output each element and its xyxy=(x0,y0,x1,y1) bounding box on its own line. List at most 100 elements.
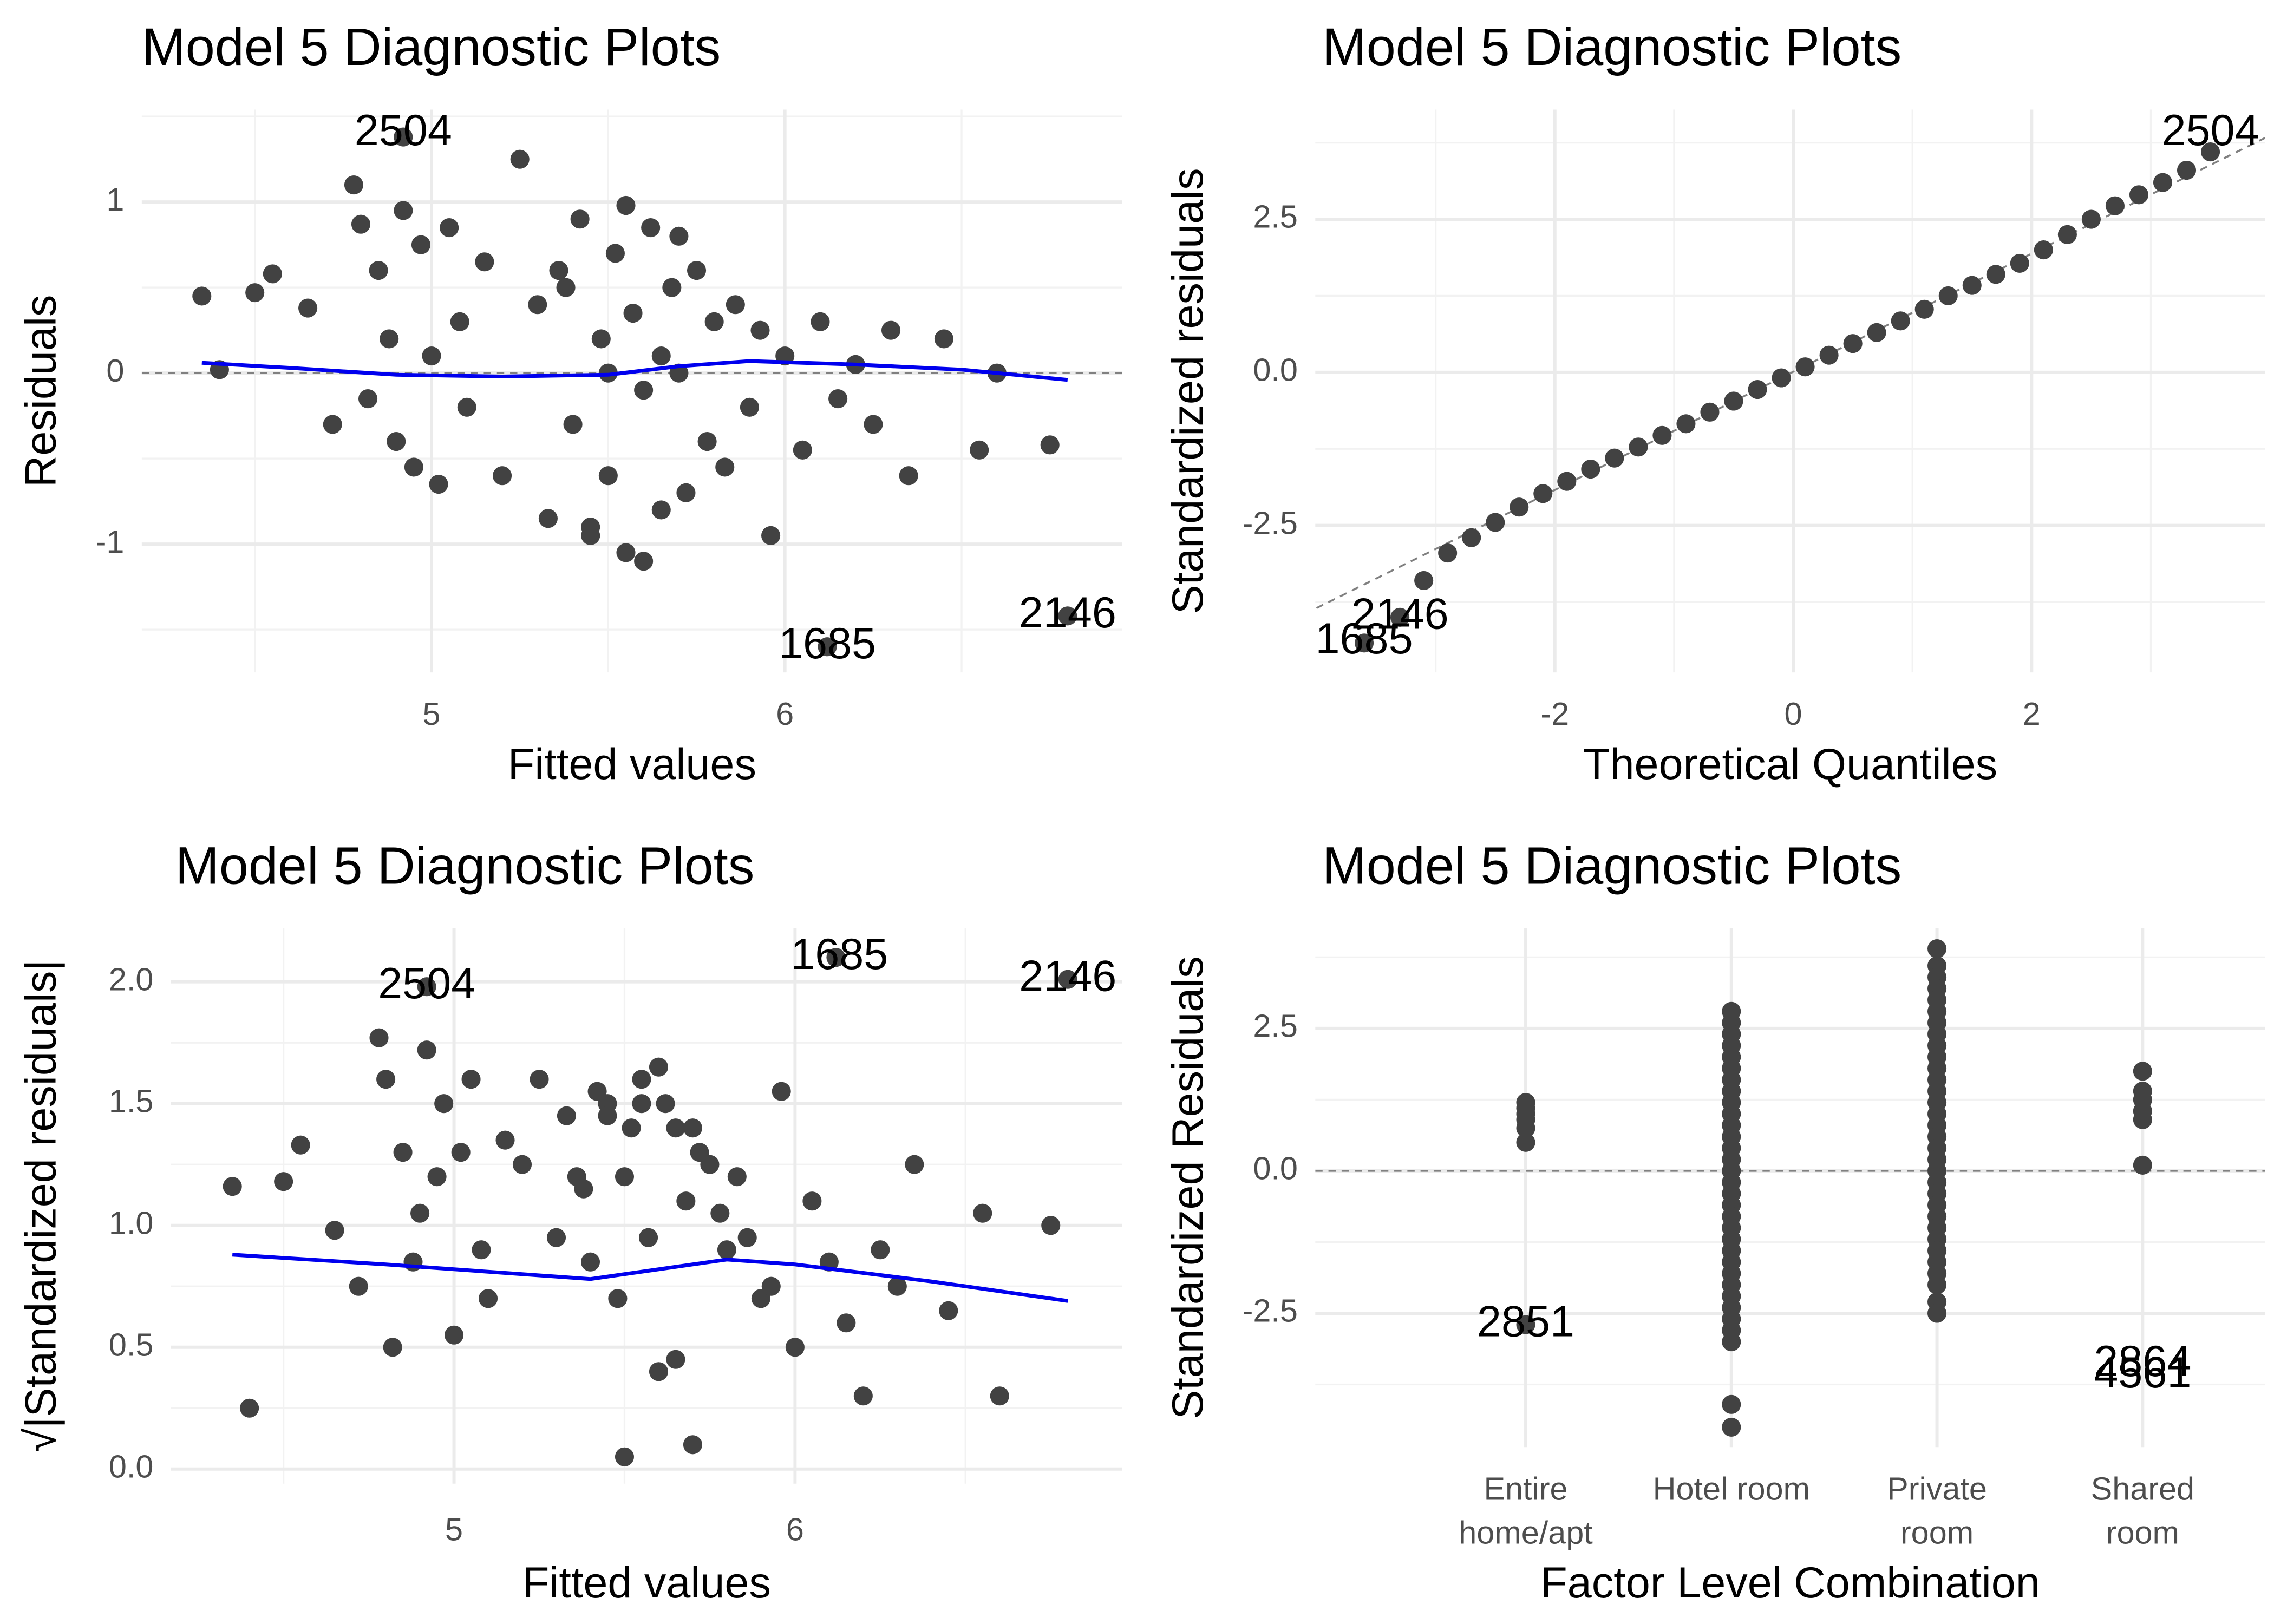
point xyxy=(417,1040,436,1060)
point xyxy=(358,389,378,409)
point xyxy=(2129,185,2149,205)
point xyxy=(475,252,494,272)
point xyxy=(574,1179,593,1199)
point-label: 2504 xyxy=(2161,106,2259,155)
point xyxy=(676,1191,696,1211)
x-axis-title: Theoretical Quantiles xyxy=(1583,740,1997,789)
point xyxy=(826,948,846,967)
point xyxy=(450,312,469,331)
point-label: 2146 xyxy=(1019,588,1116,637)
point xyxy=(1652,425,1672,445)
point xyxy=(864,415,883,434)
y-tick-label: 1.0 xyxy=(109,1204,154,1241)
point xyxy=(761,1276,781,1296)
point xyxy=(1516,1118,1535,1138)
point xyxy=(853,1386,873,1406)
y-tick-label: 2.5 xyxy=(1253,1008,1298,1044)
panel: -2.5 0.0 2.5 -2 0 2 Model 5 Diagnostic Plots Th… xyxy=(1164,17,2265,789)
point xyxy=(2105,196,2125,215)
point xyxy=(715,457,735,477)
y-tick-label: 0.0 xyxy=(109,1448,154,1484)
point xyxy=(970,440,989,460)
point xyxy=(1927,1275,1947,1294)
x-tick-label: 2 xyxy=(2023,696,2041,732)
point xyxy=(2133,1110,2152,1129)
point-label: 2851 xyxy=(1477,1297,1574,1346)
point xyxy=(656,1094,675,1114)
x-tick-label: Private room xyxy=(1887,1470,1987,1550)
x-axis-title: Factor Level Combination xyxy=(1540,1558,2040,1607)
point xyxy=(411,235,430,254)
point xyxy=(1962,276,1982,295)
point xyxy=(1914,299,1934,319)
point xyxy=(1462,528,1481,547)
point xyxy=(538,509,558,528)
point xyxy=(634,552,654,571)
point xyxy=(457,397,476,417)
y-tick-label: 1.5 xyxy=(109,1083,154,1119)
point xyxy=(934,329,953,349)
point xyxy=(1605,448,1624,468)
point xyxy=(1040,435,1060,455)
point xyxy=(512,1155,532,1174)
y-tick-label: 0.0 xyxy=(1253,1150,1298,1187)
point xyxy=(750,320,770,340)
point xyxy=(700,1155,720,1174)
x-tick-label: Hotel room xyxy=(1653,1470,1810,1507)
point xyxy=(2057,225,2077,244)
point xyxy=(717,1240,736,1260)
x-tick-label: Entire home/apt xyxy=(1459,1470,1593,1550)
point xyxy=(510,149,530,169)
point xyxy=(1355,633,1374,653)
point xyxy=(1927,1304,1947,1323)
y-axis-title: Residuals xyxy=(16,294,65,487)
x-tick-label: 0 xyxy=(1785,696,1802,732)
point xyxy=(461,1070,481,1089)
plot-area: 2504 1685 2146 xyxy=(141,106,1123,668)
y-tick-label: 0 xyxy=(106,352,124,389)
point xyxy=(651,346,671,366)
point xyxy=(2153,173,2173,192)
point xyxy=(1891,311,1910,331)
point xyxy=(351,214,371,234)
chart-title: Model 5 Diagnostic Plots xyxy=(175,836,754,895)
point xyxy=(1510,497,1529,517)
point xyxy=(662,278,682,297)
point xyxy=(1438,543,1458,563)
point xyxy=(417,977,436,997)
chart-title: Model 5 Diagnostic Plots xyxy=(142,17,721,76)
point xyxy=(772,1082,791,1101)
point xyxy=(990,1386,1009,1406)
point-label: 2146 xyxy=(1351,590,1449,639)
y-tick-label: -2.5 xyxy=(1243,1293,1298,1329)
point xyxy=(429,474,448,494)
point xyxy=(380,329,399,349)
point xyxy=(495,1130,515,1150)
y-tick-label: 2.0 xyxy=(109,961,154,997)
point xyxy=(1722,1394,1741,1414)
point xyxy=(1676,414,1696,434)
point xyxy=(1533,484,1553,503)
point xyxy=(376,1070,396,1089)
point xyxy=(1724,391,1743,411)
point xyxy=(1486,513,1505,532)
point xyxy=(325,1221,344,1240)
point xyxy=(369,1028,389,1047)
point xyxy=(687,260,707,280)
panel: -1 0 1 5 6 Model 5 Diagnostic Plots Fitted val… xyxy=(16,17,1123,789)
smooth-line xyxy=(201,359,1068,382)
y-axis-title: Standardized Residuals xyxy=(1164,956,1212,1419)
point xyxy=(530,1070,549,1089)
point xyxy=(344,175,363,195)
point xyxy=(1748,379,1767,400)
point xyxy=(472,1240,491,1260)
point xyxy=(1041,1216,1061,1235)
point xyxy=(528,295,547,315)
point xyxy=(615,1167,635,1187)
point xyxy=(546,1228,566,1247)
point xyxy=(881,320,901,340)
point xyxy=(1722,1332,1741,1352)
point xyxy=(223,1177,242,1196)
